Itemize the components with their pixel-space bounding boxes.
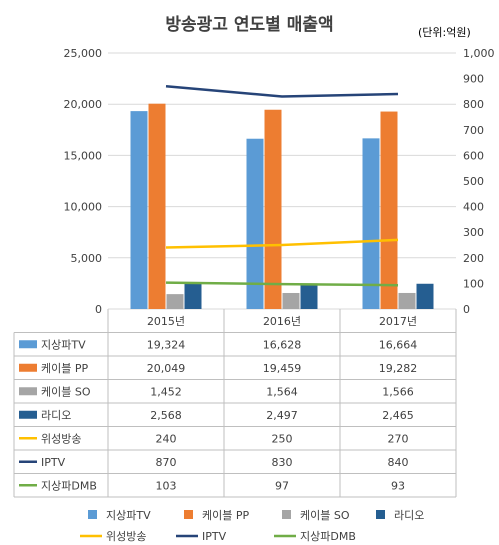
table-series-name: 지상파DMB (41, 479, 97, 492)
table-series-name: 지상파TV (41, 338, 86, 351)
legend-label: 지상파DMB (300, 530, 356, 543)
y-right-tick-label: 400 (463, 201, 484, 214)
table-legend-key (19, 410, 37, 419)
y-right-tick-label: 300 (463, 226, 484, 239)
y-right-tick-label: 0 (463, 303, 470, 316)
y-left-tick-label: 10,000 (64, 201, 103, 214)
series-line (165, 238, 399, 249)
data-label: 1,564 (266, 385, 298, 398)
chart-title: 방송광고 연도별 매출액 (165, 15, 334, 35)
y-left-tick-label: 15,000 (64, 149, 103, 162)
legend-key (282, 510, 291, 519)
data-label: 16,664 (379, 338, 418, 351)
bar (300, 283, 318, 309)
legend-label: IPTV (202, 530, 227, 543)
data-label: 240 (156, 432, 177, 445)
y-right-tick-label: 900 (463, 73, 484, 86)
y-right-tick-label: 500 (463, 175, 484, 188)
data-label: 830 (272, 456, 293, 469)
data-label: 20,049 (147, 362, 186, 375)
y-right-tick-label: 1,000 (463, 47, 495, 60)
series-line (165, 85, 399, 98)
data-label: 870 (156, 456, 177, 469)
data-label: 2,497 (266, 409, 298, 422)
table-series-name: 케이블 SO (41, 385, 91, 398)
x-tick-label: 2016년 (263, 315, 301, 328)
data-label: 2,465 (382, 409, 414, 422)
data-label: 16,628 (263, 338, 302, 351)
data-label: 1,452 (150, 385, 182, 398)
x-tick-label: 2017년 (379, 315, 417, 328)
y-right-tick-label: 600 (463, 149, 484, 162)
data-label: 103 (156, 479, 177, 492)
y-left-tick-label: 20,000 (64, 98, 103, 111)
data-label: 270 (388, 432, 409, 445)
table-series-name: 라디오 (41, 409, 71, 422)
y-right-tick-label: 200 (463, 252, 484, 265)
table-legend-key (19, 340, 37, 349)
legend-label: 라디오 (394, 509, 424, 522)
bar (184, 282, 202, 309)
bar (282, 292, 300, 309)
data-label: 840 (388, 456, 409, 469)
y-left-tick-label: 5,000 (71, 252, 103, 265)
data-label: 19,324 (147, 338, 186, 351)
data-label: 2,568 (150, 409, 182, 422)
legend-key (184, 510, 193, 519)
unit-label: (단위:억원) (418, 26, 471, 39)
bar (264, 109, 282, 309)
y-right-tick-label: 100 (463, 277, 484, 290)
bar (362, 138, 380, 309)
series-line (165, 281, 399, 287)
x-tick-label: 2015년 (147, 315, 185, 328)
bar (148, 103, 166, 309)
bar (380, 111, 398, 309)
bar (246, 138, 264, 309)
legend-label: 지상파TV (106, 509, 151, 522)
legend-label: 케이블 SO (300, 509, 350, 522)
legend-key (376, 510, 385, 519)
data-label: 250 (272, 432, 293, 445)
table-series-name: 케이블 PP (41, 362, 88, 375)
bar (416, 283, 434, 309)
y-right-tick-label: 700 (463, 124, 484, 137)
legend-label: 케이블 PP (202, 509, 249, 522)
data-label: 1,566 (382, 385, 414, 398)
bar (130, 111, 148, 309)
table-series-name: IPTV (41, 456, 66, 469)
bar (398, 292, 416, 309)
y-left-tick-label: 25,000 (64, 47, 103, 60)
y-right-tick-label: 800 (463, 98, 484, 111)
table-legend-key (19, 363, 37, 372)
legend-label: 위성방송 (106, 530, 146, 543)
table-series-name: 위성방송 (41, 432, 81, 445)
legend-key (88, 510, 97, 519)
y-left-tick-label: 0 (95, 303, 102, 316)
data-label: 97 (275, 479, 289, 492)
table-legend-key (19, 387, 37, 396)
data-label: 93 (391, 479, 405, 492)
data-label: 19,459 (263, 362, 302, 375)
bar (166, 294, 184, 309)
data-label: 19,282 (379, 362, 418, 375)
